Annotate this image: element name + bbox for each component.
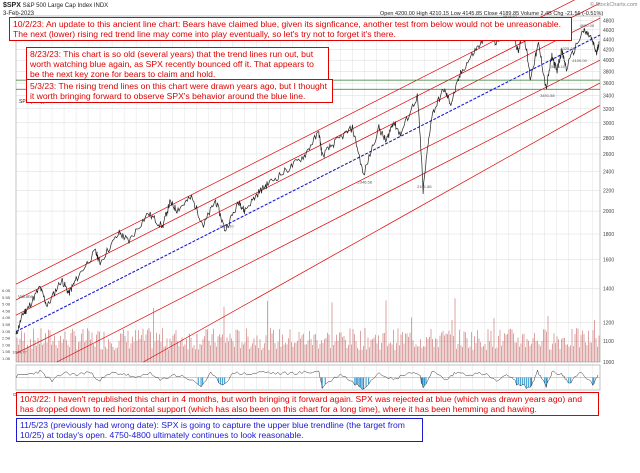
price-tick-label: 1800 <box>603 232 614 238</box>
spx-price-line <box>15 19 600 335</box>
note-oct-2-23: 10/2/23: An update to this ancient line … <box>9 17 572 41</box>
indicator-layer <box>15 369 600 390</box>
red-trendline <box>15 2 601 301</box>
note-may-3-23: 5/3/23: The rising trend lines on this c… <box>26 79 333 103</box>
price-tick-label: 1600 <box>603 258 614 264</box>
price-annotation: 1074.77 <box>12 349 27 354</box>
price-tick-label: 2400 <box>603 169 614 175</box>
price-tick-label: 2600 <box>603 152 614 158</box>
price-annotation: 4600.00 <box>580 23 595 28</box>
volume-tick-label: 5.0B <box>2 302 11 307</box>
volume-tick-label: 1.5B <box>2 349 11 354</box>
chart-header: $SPX S&P 500 Large Cap Index INDX <box>3 2 108 9</box>
volume-tick-label: 4.5B <box>2 308 11 313</box>
volume-tick-label: 3.0B <box>2 329 11 334</box>
price-annotation: 1810.10 <box>219 223 234 228</box>
price-annotation: 4818.62 <box>503 14 518 19</box>
symbol: $SPX <box>3 2 21 9</box>
price-layer <box>15 19 600 335</box>
price-annotation: 2191.86 <box>417 184 432 189</box>
price-annotation: 3491.58 <box>540 93 555 98</box>
volume-tick-label: 6.0B <box>2 288 11 293</box>
volume-tick-label: 2.5B <box>2 336 11 341</box>
red-trendline <box>143 105 601 363</box>
blue-trendline <box>15 34 601 333</box>
price-tick-label: 2000 <box>603 209 614 215</box>
volume-tick-label: 3.5B <box>2 322 11 327</box>
red-trendline <box>56 82 601 363</box>
description: S&P 500 Large Cap Index INDX <box>22 3 109 9</box>
price-tick-label: 3800 <box>603 69 614 75</box>
red-trendline <box>15 59 601 354</box>
chart-date: 3-Feb-2023 <box>3 11 35 17</box>
price-tick-label: 1200 <box>603 320 614 326</box>
price-annotation: 4100.00 <box>572 58 587 63</box>
ohlc-readout: Open 4200.00 High 4210.15 Low 4145.85 Cl… <box>380 11 604 17</box>
price-tick-label: 3000 <box>603 121 614 127</box>
price-tick-label: 3400 <box>603 94 614 100</box>
volume-tick-label: 1.0B <box>2 356 11 361</box>
volume-tick-label: 2.0B <box>2 342 11 347</box>
volume-label: Volume <box>18 294 34 299</box>
note-aug-23-23: 8/23/23: This chart is so old (several y… <box>26 47 329 81</box>
price-tick-label: 2200 <box>603 188 614 194</box>
price-tick-label: 3600 <box>603 81 614 87</box>
volume-tick-label: 4.0B <box>2 315 11 320</box>
note-oct-3-22: 10/3/22: I haven't republished this char… <box>16 392 599 416</box>
price-tick-label: 1000 <box>603 360 614 366</box>
price-annotation: 4325.28 <box>560 46 575 51</box>
price-tick-label: 1400 <box>603 287 614 293</box>
volume-layer <box>16 298 600 362</box>
price-tick-label: 3200 <box>603 107 614 113</box>
price-tick-label: 4400 <box>603 37 614 43</box>
indicator-line <box>15 369 599 390</box>
price-annotation: 3808.10 <box>551 64 566 69</box>
volume-tick-label: 5.5B <box>2 295 11 300</box>
price-tick-label: 2800 <box>603 136 614 142</box>
watermark: © StockCharts.com <box>590 2 638 8</box>
price-tick-label: 4800 <box>603 18 614 24</box>
red-trendline <box>15 17 601 316</box>
price-tick-label: 4600 <box>603 28 614 34</box>
price-tick-label: 4000 <box>603 58 614 64</box>
price-annotation: 2346.58 <box>358 179 373 184</box>
price-tick-label: 4200 <box>603 48 614 54</box>
price-tick-label: 1100 <box>603 339 614 345</box>
note-nov-5-23: 11/5/23 (previously had wrong date): SPX… <box>16 418 423 442</box>
red-trendline <box>15 0 576 285</box>
